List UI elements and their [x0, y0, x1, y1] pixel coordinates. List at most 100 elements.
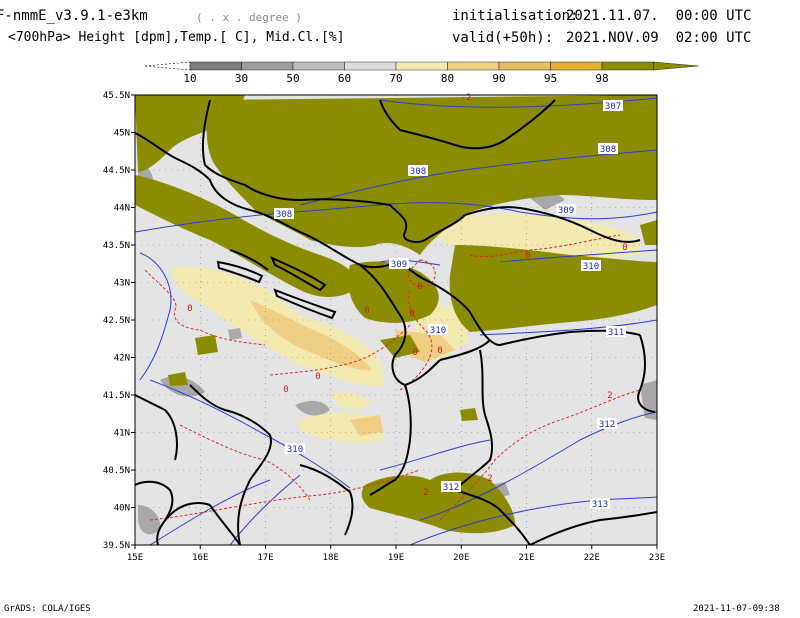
temperature-contour-label: 0 [409, 309, 414, 319]
colorbar-swatch [241, 61, 294, 71]
height-label-box [598, 143, 618, 154]
temperature-contour-label: 0 [525, 251, 530, 261]
height-label-box [408, 165, 428, 176]
temperature-contour-label: 0 [315, 372, 320, 382]
height-contour-label: 307 [605, 102, 621, 112]
temperature-contour-label: 0 [417, 282, 422, 292]
colorbar-tick-label: 30 [235, 72, 248, 85]
latitude-tick-label: 45N [114, 129, 130, 139]
latitude-tick-label: 42N [114, 354, 130, 364]
height-contour-label: 310 [430, 326, 446, 336]
longitude-tick-label: 15E [127, 553, 143, 563]
colorbar: 10 30 50 60 70 80 90 95 98 [144, 61, 699, 85]
temperature-contour-label: 0 [412, 348, 417, 358]
height-contour-labels: 307 308 308 308 309 309 310 310 310 311 312 312 313 [274, 100, 626, 510]
height-label-box [590, 498, 610, 509]
temperature-contour-label: -2 [461, 93, 472, 103]
longitude-tick-label: 22E [584, 553, 600, 563]
valid-label: valid(+50h): [452, 30, 554, 46]
colorbar-swatch [395, 61, 448, 71]
height-contour-label: 310 [583, 262, 599, 272]
latitude-tick-label: 44.5N [103, 166, 130, 176]
height-label-box [274, 208, 294, 219]
latitude-tick-label: 40N [114, 504, 130, 514]
unit-hint: ( . x . degree ) [196, 11, 302, 24]
temperature-contour-label: 0 [364, 306, 369, 316]
colorbar-tick-label: 90 [492, 72, 505, 85]
colorbar-tick-label: 95 [544, 72, 557, 85]
latitude-tick-label: 44N [114, 204, 130, 214]
temperature-contour-label: 0 [187, 304, 192, 314]
latitude-tick-label: 45.5N [103, 91, 130, 101]
model-title: F-nmmE_v3.9.1-e3km [0, 8, 148, 24]
latitude-tick-label: 41N [114, 429, 130, 439]
height-label-box [428, 324, 448, 335]
height-contour-label: 313 [592, 500, 608, 510]
temperature-contour-label: 2 [487, 474, 492, 484]
height-contour-label: 312 [599, 420, 615, 430]
height-contour-label: 308 [276, 210, 292, 220]
colorbar-swatch [601, 61, 654, 71]
colorbar-swatch [550, 61, 603, 71]
variables-subtitle: <700hPa> Height [dpm],Temp.[ C], Mid.Cl.… [8, 30, 345, 45]
valid-value: 2021.NOV.09 02:00 UTC [566, 30, 752, 46]
height-contour-label: 312 [443, 483, 459, 493]
height-label-box [441, 481, 461, 492]
longitude-tick-label: 19E [388, 553, 404, 563]
height-label-box [581, 260, 601, 271]
colorbar-tick-label: 80 [441, 72, 454, 85]
latitude-ticks: 45.5N 45N 44.5N 44N 43.5N 43N 42.5N 42N 41.5N 41N… [103, 91, 135, 551]
colorbar-tick-label: 50 [286, 72, 299, 85]
colorbar-left-triangle [144, 61, 191, 71]
temperature-contour-label: 2 [423, 488, 428, 498]
height-contour-label: 309 [391, 260, 407, 270]
height-contour-label: 310 [287, 445, 303, 455]
latitude-tick-label: 43.5N [103, 241, 130, 251]
colorbar-tick-label: 70 [389, 72, 402, 85]
temperature-contour-label: 0 [622, 243, 627, 253]
temperature-contour-label: 0 [437, 346, 442, 356]
height-label-box [603, 100, 623, 111]
longitude-tick-label: 21E [518, 553, 534, 563]
colorbar-tick-label: 60 [338, 72, 351, 85]
temperature-contour-label: 0 [283, 385, 288, 395]
colorbar-swatch [344, 61, 397, 71]
height-contour-label: 308 [410, 167, 426, 177]
latitude-tick-label: 43N [114, 279, 130, 289]
latitude-tick-label: 42.5N [103, 316, 130, 326]
height-contour-label: 308 [600, 145, 616, 155]
latitude-tick-label: 39.5N [103, 541, 130, 551]
colorbar-swatch [292, 61, 345, 71]
longitude-tick-label: 23E [649, 553, 665, 563]
longitude-ticks: 15E 16E 17E 18E 19E 20E 21E 22E 23E [127, 545, 665, 563]
temperature-contour-labels: -2 0 0 0 0 0 0 0 0 0 2 2 2 0 [187, 93, 627, 498]
longitude-tick-label: 20E [453, 553, 469, 563]
init-label: initialisation: [452, 8, 579, 24]
colorbar-swatch [189, 61, 242, 71]
country-borders [135, 99, 657, 545]
height-label-box [606, 326, 626, 337]
height-contour-label: 309 [558, 206, 574, 216]
latitude-tick-label: 41.5N [103, 391, 130, 401]
height-label-box [389, 258, 409, 269]
colorbar-tick-label: 10 [183, 72, 196, 85]
colorbar-right-triangle [653, 61, 699, 71]
height-label-box [597, 418, 617, 429]
footer-timestamp: 2021-11-07-09:38 [693, 604, 780, 614]
init-value: 2021.11.07. 00:00 UTC [566, 8, 752, 24]
latitude-tick-label: 40.5N [103, 466, 130, 476]
temperature-contours [144, 234, 641, 521]
colorbar-swatch [447, 61, 500, 71]
footer-credit: GrADS: COLA/IGES [4, 604, 91, 614]
cloud-dense-areas [135, 95, 657, 534]
height-label-box [556, 204, 576, 215]
longitude-tick-label: 17E [257, 553, 273, 563]
longitude-tick-label: 18E [323, 553, 339, 563]
longitude-tick-label: 16E [192, 553, 208, 563]
height-contour-label: 311 [608, 328, 624, 338]
colorbar-tick-label: 98 [595, 72, 608, 85]
height-label-box [285, 443, 305, 454]
temperature-contour-label: 2 [607, 391, 612, 401]
colorbar-swatch [498, 61, 551, 71]
